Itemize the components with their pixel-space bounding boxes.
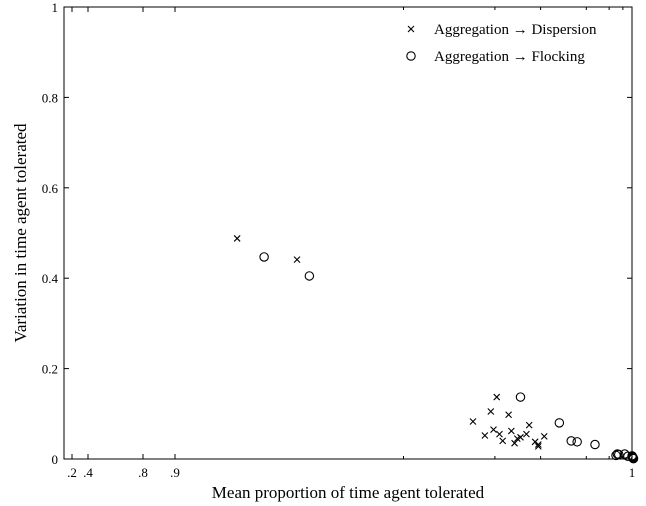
dispersion-point (523, 430, 530, 438)
dispersion-point (507, 427, 515, 435)
dispersion-point (233, 235, 241, 242)
dispersion-point (534, 442, 542, 450)
y-tick-label: 0.2 (42, 362, 58, 377)
flocking-point (628, 453, 639, 464)
legend-x-marker (407, 25, 415, 33)
flocking-point (515, 392, 526, 402)
flocking-point (590, 439, 600, 450)
x-axis-ticks: .2 .4 .8 .9 1 (67, 7, 635, 480)
flocking-point (259, 252, 269, 262)
dispersion-point (534, 441, 542, 448)
dispersion-point (540, 433, 548, 440)
x-tick-label: .4 (83, 465, 93, 480)
x-axis-label: Mean proportion of time agent tolerated (212, 483, 485, 502)
dispersion-point (511, 439, 518, 447)
dispersion-point (505, 411, 512, 419)
flocking-point (566, 436, 576, 446)
flocking-point (623, 451, 633, 462)
plot-frame (63, 6, 633, 460)
data-points (233, 235, 639, 464)
flocking-point (572, 437, 582, 447)
x-tick-label: .2 (67, 465, 77, 480)
legend-label-flocking: Aggregation → Flocking (434, 49, 585, 65)
dispersion-point (469, 418, 477, 425)
dispersion-point (525, 421, 533, 429)
dispersion-point (493, 393, 501, 401)
y-tick-label: 1 (52, 0, 59, 15)
legend-marker-flocking (406, 51, 416, 61)
dispersion-point (487, 408, 495, 415)
y-tick-label: 0.6 (42, 181, 59, 196)
x-tick-label: .9 (170, 465, 180, 480)
dispersion-point (496, 430, 503, 438)
flocking-point (613, 449, 624, 460)
flocking-point (554, 418, 565, 428)
dispersion-point (517, 433, 524, 441)
legend-label-dispersion: Aggregation → Dispersion (434, 22, 597, 38)
y-axis-label: Variation in time agent tolerated (11, 123, 30, 343)
x-tick-label: 1 (629, 465, 636, 480)
dispersion-point (481, 432, 489, 439)
y-tick-label: 0 (52, 452, 59, 467)
legend-marker-dispersion (407, 25, 415, 33)
legend-circle-marker (406, 51, 416, 61)
dispersion-point (293, 256, 301, 264)
y-tick-label: 0.8 (42, 90, 58, 105)
legend: Aggregation → Dispersion Aggregation → F… (406, 22, 597, 65)
y-tick-label: 0.4 (42, 271, 59, 286)
x-tick-label: .8 (138, 465, 148, 480)
y-axis-ticks: 0 0.2 0.4 0.6 0.8 1 (42, 0, 632, 467)
dispersion-point (499, 437, 507, 445)
dispersion-point (490, 426, 497, 434)
flocking-point (304, 271, 315, 281)
